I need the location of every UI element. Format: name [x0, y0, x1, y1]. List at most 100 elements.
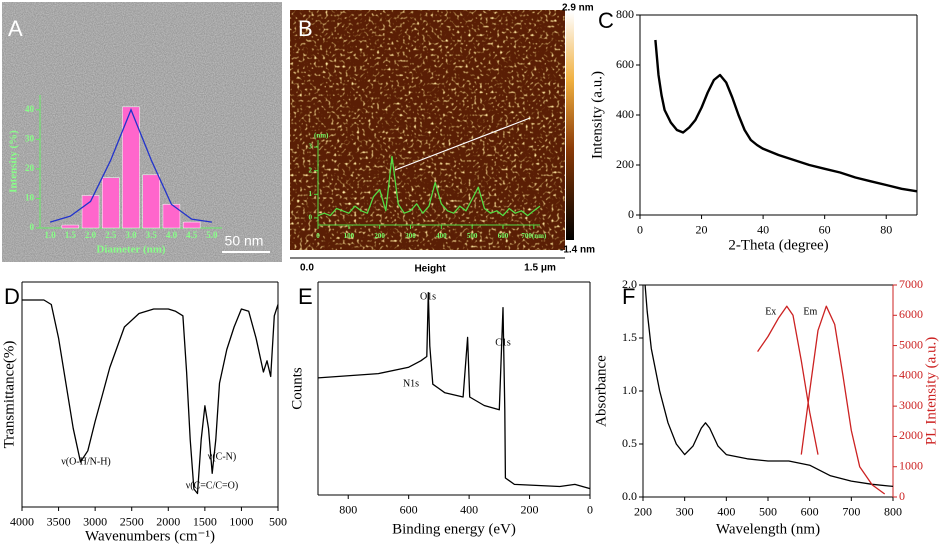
x-tick-label: 400	[436, 232, 447, 240]
x-tick-label: 600	[498, 232, 509, 240]
y-tick-label: 3	[309, 143, 313, 151]
x-tick-label: 500	[467, 232, 478, 240]
x-tick-label: 200	[634, 504, 652, 518]
x-tick-label: 0	[316, 232, 320, 240]
colorbar-max: 2.9 nm	[562, 3, 594, 14]
bar	[142, 174, 160, 229]
y2-tick-label: 3000	[899, 398, 923, 412]
panel-letter: A	[8, 16, 23, 41]
panel-letter: F	[622, 284, 635, 309]
series-label: Ex	[765, 306, 776, 317]
x-tick-label: 80	[880, 222, 892, 236]
x-tick-label: 300	[405, 232, 416, 240]
y-tick-label: 10	[25, 193, 35, 203]
x-tick-label: 800	[884, 504, 902, 518]
y-tick-label: 400	[616, 107, 634, 121]
data-line	[22, 299, 279, 495]
data-line	[654, 39, 918, 193]
x-tick-label: 1500	[193, 514, 217, 528]
panel-letter: C	[598, 8, 614, 33]
x-tick-label: 1.0	[44, 230, 56, 240]
x-tick-label: 200	[374, 232, 385, 240]
x-tick-label: 2.5	[105, 230, 117, 240]
y-tick-label: 200	[616, 157, 634, 171]
bar	[81, 195, 100, 229]
y-axis-label: Absorbance	[593, 355, 609, 427]
y-tick-label: 2.0	[622, 277, 637, 291]
y-axis-label: Intensity (a.u.)	[589, 71, 605, 159]
height-start: 0.0	[300, 263, 314, 274]
x-tick-label: 3.5	[146, 230, 158, 240]
y-tick-label: 800	[616, 7, 634, 21]
data-line	[757, 305, 819, 455]
x-tick-label: 2500	[120, 514, 144, 528]
x-tick-label: 40	[757, 222, 769, 236]
x-tick-label: 3500	[47, 514, 71, 528]
y2-axis-label: PL Intensity (a.u.)	[923, 337, 939, 446]
y-tick-label: 20	[25, 163, 35, 173]
panel-letter: B	[298, 16, 313, 41]
y2-tick-label: 6000	[899, 307, 923, 321]
bar	[122, 106, 140, 229]
y-tick-label: 40	[25, 104, 35, 114]
x-tick-label: 3.0	[125, 230, 137, 240]
y-tick-label: 1.5	[622, 330, 637, 344]
y2-tick-label: 2000	[899, 428, 923, 442]
y-tick-label: 30	[25, 133, 35, 143]
x-tick-label: 400	[717, 504, 735, 518]
annotation: ν(O-H/N-H)	[61, 456, 111, 467]
x-tick-label: 500	[759, 504, 777, 518]
y-axis-label: (nm)	[314, 132, 329, 140]
x-axis-label: Wavelength (nm)	[716, 521, 820, 537]
y2-tick-label: 1000	[899, 458, 923, 472]
y-tick-label: 0.0	[622, 489, 637, 503]
panel-letter: D	[4, 284, 20, 309]
x-axis-label: Binding energy (eV)	[392, 521, 516, 537]
fit-curve	[49, 108, 212, 223]
y-tick-label: 0	[628, 207, 634, 221]
x-tick-label: 700	[842, 504, 860, 518]
x-tick-label: 5.0	[206, 230, 218, 240]
colorbar	[566, 12, 574, 240]
y-tick-label: 1	[309, 190, 313, 198]
x-tick-label: 0	[637, 222, 643, 236]
height-label: Height	[414, 264, 446, 275]
bar	[102, 177, 120, 229]
profile-line	[394, 117, 531, 171]
x-tick-label: 2000	[156, 514, 180, 528]
height-end: 1.5 μm	[524, 263, 556, 274]
x-tick-label: 20	[696, 222, 708, 236]
x-tick-label: 400	[460, 502, 478, 516]
x-tick-label: 100	[344, 232, 355, 240]
bar	[61, 224, 80, 229]
y-tick-label: 2	[309, 166, 313, 174]
x-tick-label: 2.0	[85, 230, 97, 240]
x-tick-label: 800	[339, 502, 357, 516]
y2-tick-label: 0	[899, 489, 905, 503]
x-tick-label: 600	[400, 502, 418, 516]
x-axis-label: Wavenumbers (cm⁻¹)	[85, 528, 215, 544]
x-axis-label: 2-Theta (degree)	[728, 237, 828, 253]
x-tick-label: 300	[676, 504, 694, 518]
data-line	[644, 284, 894, 488]
data-line	[317, 155, 541, 217]
colorbar-min: -1.4 nm	[560, 245, 595, 256]
annotation: ν(C=C/C=O)	[186, 480, 238, 491]
panel-letter: E	[298, 284, 313, 309]
x-tick-label: 1.5	[65, 230, 77, 240]
y-tick-label: 0	[309, 214, 313, 222]
y-axis-label: Intensity (%)	[8, 130, 20, 193]
x-tick-label: 60	[819, 222, 831, 236]
y-axis-label: Transmittance(%)	[1, 341, 17, 449]
y-tick-label: 1.0	[622, 383, 637, 397]
annotation: N1s	[403, 378, 419, 389]
x-tick-label: 4.0	[166, 230, 178, 240]
series-label: Em	[803, 306, 817, 317]
data-line	[800, 305, 886, 495]
scale-label: 50 nm	[225, 233, 264, 249]
y-tick-label: 600	[616, 57, 634, 71]
y-tick-label: 0.5	[622, 436, 637, 450]
x-tick-label: 200	[521, 502, 539, 516]
x-tick-label: 500	[269, 514, 287, 528]
